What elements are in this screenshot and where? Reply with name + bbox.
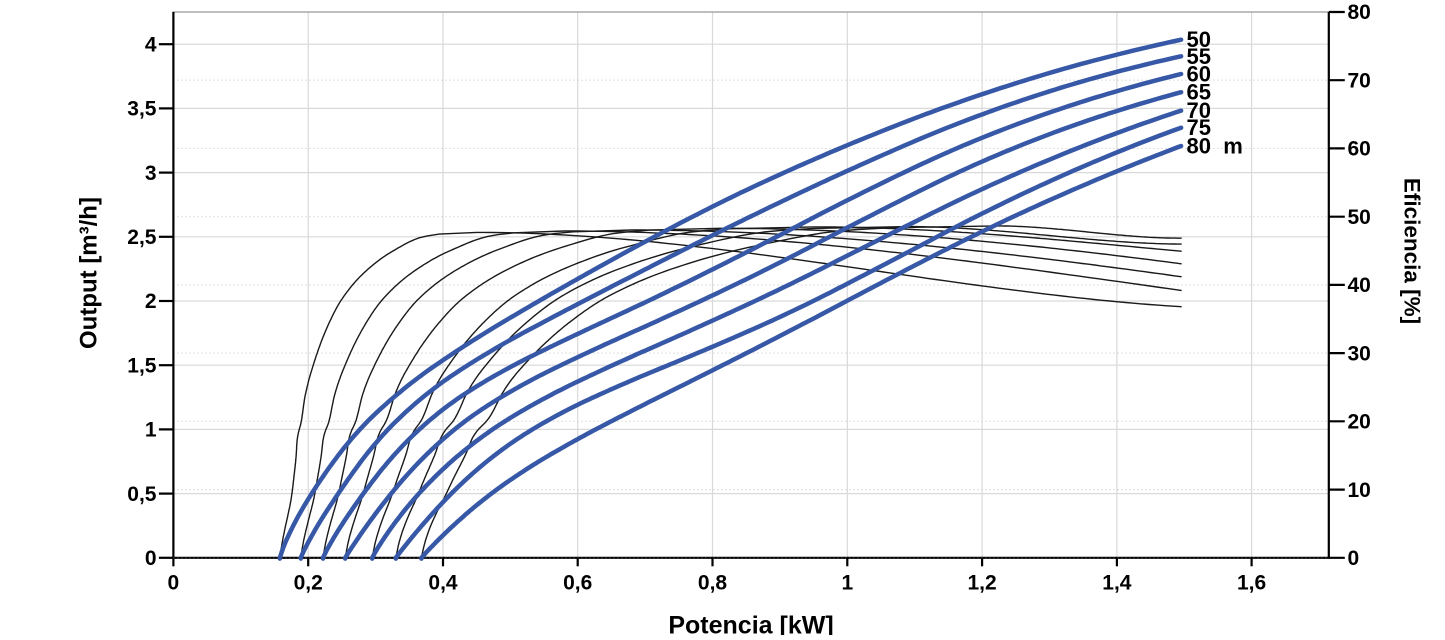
svg-text:4: 4	[145, 33, 157, 56]
svg-text:1,2: 1,2	[967, 572, 996, 595]
svg-text:55: 55	[1187, 44, 1211, 69]
svg-text:1,5: 1,5	[127, 354, 157, 377]
svg-text:60: 60	[1348, 138, 1371, 161]
svg-text:0: 0	[145, 547, 157, 570]
svg-text:0: 0	[1348, 547, 1360, 570]
svg-text:0,5: 0,5	[127, 483, 157, 506]
svg-text:3,5: 3,5	[127, 98, 157, 121]
svg-text:Output [m³/h]: Output [m³/h]	[76, 197, 103, 349]
svg-text:10: 10	[1348, 479, 1371, 502]
svg-text:1,6: 1,6	[1237, 572, 1266, 595]
svg-text:0: 0	[168, 572, 180, 595]
svg-text:Potencia [kW]: Potencia [kW]	[668, 612, 833, 636]
svg-text:70: 70	[1348, 69, 1371, 92]
svg-text:30: 30	[1348, 342, 1371, 365]
svg-text:0,2: 0,2	[294, 572, 323, 595]
svg-text:1: 1	[145, 419, 157, 442]
svg-text:60: 60	[1187, 62, 1211, 87]
svg-text:20: 20	[1348, 411, 1371, 434]
svg-text:50: 50	[1348, 206, 1371, 229]
svg-text:65: 65	[1187, 80, 1211, 105]
svg-text:3: 3	[145, 162, 157, 185]
svg-text:40: 40	[1348, 274, 1371, 297]
svg-text:50: 50	[1187, 27, 1211, 52]
svg-text:1: 1	[841, 572, 853, 595]
svg-text:2,5: 2,5	[127, 226, 157, 249]
svg-text:75: 75	[1187, 115, 1211, 140]
svg-text:0,6: 0,6	[563, 572, 592, 595]
svg-text:80: 80	[1348, 1, 1371, 24]
svg-text:0,4: 0,4	[428, 572, 458, 595]
svg-text:0,8: 0,8	[698, 572, 728, 595]
svg-text:80 m: 80 m	[1187, 134, 1243, 159]
svg-text:Eficiencia [%]: Eficiencia [%]	[1400, 178, 1425, 324]
svg-text:1,4: 1,4	[1102, 572, 1132, 595]
svg-text:2: 2	[145, 290, 157, 313]
svg-text:70: 70	[1187, 98, 1211, 123]
